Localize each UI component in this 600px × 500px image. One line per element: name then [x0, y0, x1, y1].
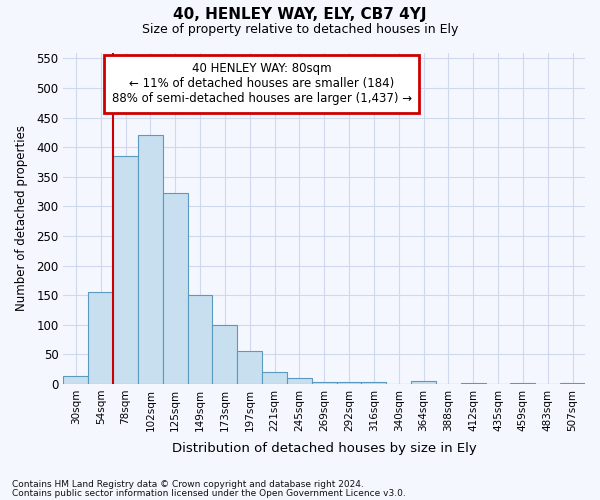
Bar: [337, 382, 361, 384]
Bar: [88, 292, 113, 384]
Bar: [361, 382, 386, 384]
Bar: [511, 382, 535, 384]
Text: 40, HENLEY WAY, ELY, CB7 4YJ: 40, HENLEY WAY, ELY, CB7 4YJ: [173, 8, 427, 22]
Bar: [411, 381, 436, 384]
Bar: [163, 194, 188, 384]
Y-axis label: Number of detached properties: Number of detached properties: [15, 125, 28, 311]
Bar: [560, 382, 585, 384]
Text: Contains HM Land Registry data © Crown copyright and database right 2024.: Contains HM Land Registry data © Crown c…: [12, 480, 364, 489]
Bar: [113, 156, 138, 384]
Bar: [138, 136, 163, 384]
Bar: [212, 324, 237, 384]
X-axis label: Distribution of detached houses by size in Ely: Distribution of detached houses by size …: [172, 442, 476, 455]
Bar: [64, 376, 88, 384]
Bar: [312, 382, 337, 384]
Bar: [188, 295, 212, 384]
Text: Contains public sector information licensed under the Open Government Licence v3: Contains public sector information licen…: [12, 490, 406, 498]
Bar: [287, 378, 312, 384]
Bar: [237, 352, 262, 384]
Text: 40 HENLEY WAY: 80sqm
← 11% of detached houses are smaller (184)
88% of semi-deta: 40 HENLEY WAY: 80sqm ← 11% of detached h…: [112, 62, 412, 106]
Text: Size of property relative to detached houses in Ely: Size of property relative to detached ho…: [142, 22, 458, 36]
Bar: [461, 382, 485, 384]
Bar: [262, 372, 287, 384]
